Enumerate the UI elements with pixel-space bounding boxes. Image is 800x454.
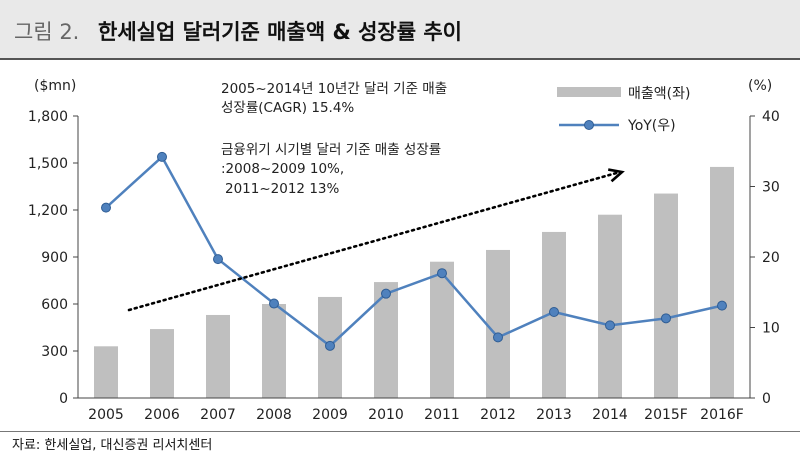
yoy-point-2011 xyxy=(437,268,447,279)
crisis-note-line3: 2011~2012 13% xyxy=(225,181,339,197)
x-tick-label: 2013 xyxy=(536,407,572,423)
yoy-point-2010 xyxy=(381,288,391,299)
combo-chart: 0 300 600 900 1,200 1,500 1,800 0 10 20 30 40 2005 20… xyxy=(28,78,780,423)
figure-number: 그림 2. xyxy=(14,20,80,44)
yoy-point-2014 xyxy=(605,320,615,331)
cagr-note-line2: 성장률(CAGR) 15.4% xyxy=(221,100,354,116)
yoy-point-2012 xyxy=(493,332,503,343)
chart-area: 0 300 600 900 1,200 1,500 1,800 0 10 20 30 40 2005 20… xyxy=(0,60,800,430)
x-tick-label: 2011 xyxy=(424,407,460,423)
left-tick-label: 600 xyxy=(41,297,68,313)
bar-2016F xyxy=(710,166,734,398)
x-tick-label: 2012 xyxy=(480,407,516,423)
bar-2011 xyxy=(430,261,454,398)
bar-2008 xyxy=(262,304,286,398)
bar-2012 xyxy=(486,249,510,398)
right-tick-label: 30 xyxy=(762,180,780,196)
left-tick-label: 300 xyxy=(41,344,68,360)
right-tick-label: 0 xyxy=(762,391,771,407)
trend-arrow-head xyxy=(607,168,625,183)
bar-2010 xyxy=(374,282,398,398)
right-tick-label: 20 xyxy=(762,250,780,266)
left-tick-label: 0 xyxy=(59,391,68,407)
legend-line-label: YoY(우) xyxy=(627,118,676,134)
footer-divider xyxy=(0,431,800,432)
x-tick-label: 2006 xyxy=(144,407,180,423)
bar-2014 xyxy=(598,214,622,398)
left-tick-label: 900 xyxy=(41,250,68,266)
yoy-point-2016F xyxy=(717,300,727,311)
trend-arrow-line xyxy=(127,170,622,312)
figure-header: 그림 2. 한세실업 달러기준 매출액 & 성장률 추이 xyxy=(0,0,800,58)
right-tick-label: 10 xyxy=(762,321,780,337)
bar-2005 xyxy=(94,346,118,398)
yoy-point-2006 xyxy=(157,151,167,162)
source-note: 자료: 한세실업, 대신증권 리서치센터 xyxy=(12,438,213,453)
yoy-line xyxy=(105,154,723,348)
crisis-note-line1: 금융위기 시기별 달러 기준 매출 성장률 xyxy=(221,142,441,158)
x-tick-label: 2010 xyxy=(368,407,404,423)
cagr-note-line1: 2005~2014년 10년간 달러 기준 매출 xyxy=(221,81,447,97)
crisis-note-line2: :2008~2009 10%, xyxy=(221,161,344,177)
x-tick-label: 2007 xyxy=(200,407,236,423)
left-tick-label: 1,200 xyxy=(28,203,68,219)
bar-2007 xyxy=(206,314,230,398)
x-tick-label: 2014 xyxy=(592,407,628,423)
bar-2006 xyxy=(150,329,174,398)
right-axis-unit: (%) xyxy=(748,78,772,94)
right-tick-label: 40 xyxy=(762,109,780,125)
header-divider xyxy=(0,58,800,60)
yoy-point-2009 xyxy=(325,340,335,351)
bar-2015F xyxy=(654,193,678,398)
x-tick-label: 2009 xyxy=(312,407,348,423)
x-tick-label: 2005 xyxy=(88,407,124,423)
left-axis-unit: ($mn) xyxy=(34,78,76,94)
yoy-point-2007 xyxy=(213,254,223,265)
legend-bar-label: 매출액(좌) xyxy=(628,86,690,102)
legend-line-marker xyxy=(584,120,594,130)
x-tick-label: 2016F xyxy=(700,407,744,423)
x-tick-label: 2015F xyxy=(644,407,688,423)
legend-bar-swatch xyxy=(557,87,621,97)
left-tick-label: 1,500 xyxy=(28,156,68,172)
x-tick-label: 2008 xyxy=(256,407,292,423)
yoy-point-2008 xyxy=(269,298,279,309)
yoy-point-2013 xyxy=(549,306,559,317)
figure-title: 한세실업 달러기준 매출액 & 성장률 추이 xyxy=(98,20,462,44)
yoy-point-2005 xyxy=(101,202,111,213)
yoy-point-2015F xyxy=(661,313,671,324)
left-tick-label: 1,800 xyxy=(28,109,68,125)
